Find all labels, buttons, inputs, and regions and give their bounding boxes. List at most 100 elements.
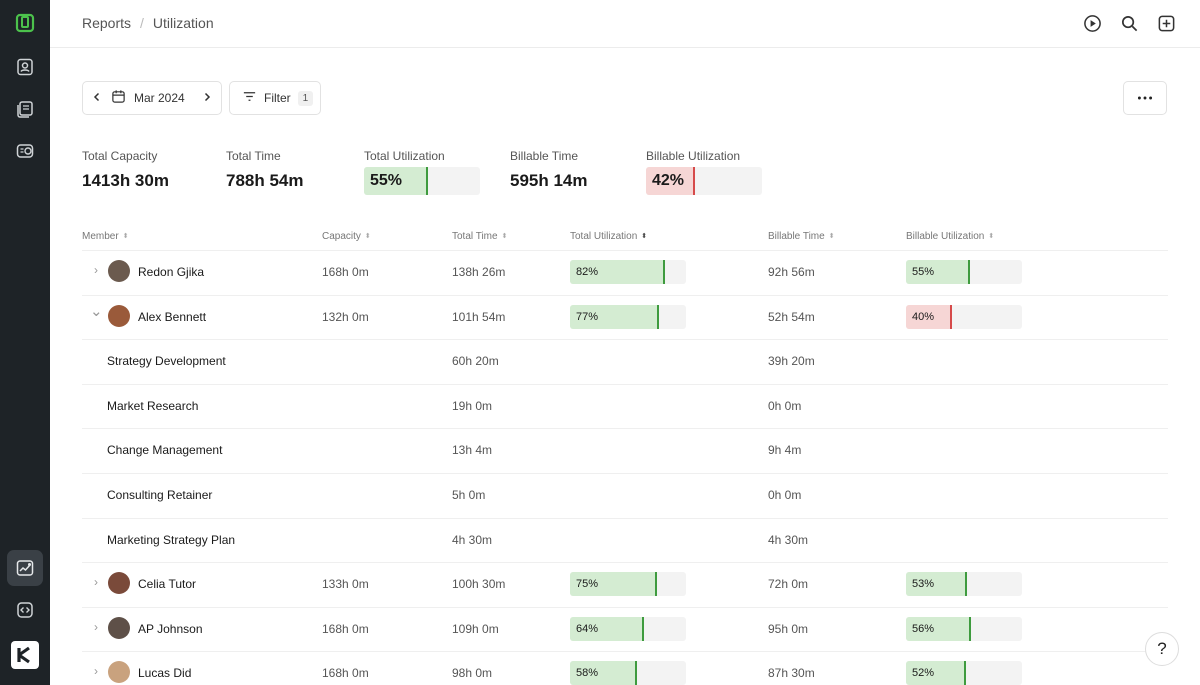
billable-utilization-bar: 52% (906, 661, 1022, 685)
total-utilization-bar: 75% (570, 572, 686, 596)
total-time-cell: 4h 30m (452, 533, 493, 547)
breadcrumb-separator: / (140, 15, 144, 31)
total-time-cell: 13h 4m (452, 443, 493, 457)
contacts-icon[interactable] (7, 49, 43, 85)
sidebar (0, 0, 50, 685)
time-tracking-icon[interactable] (7, 133, 43, 169)
row-divider (82, 562, 1168, 563)
billable-time-cell: 9h 4m (768, 443, 802, 457)
billable-utilization-bar: 40% (906, 305, 1022, 329)
utilization-value: 52% (912, 667, 935, 679)
total-time-cell: 5h 0m (452, 488, 486, 502)
utilization-value: 56% (912, 623, 935, 635)
sort-icon: ⬍ (122, 233, 129, 240)
project-name: Strategy Development (107, 354, 226, 368)
chevron-right-icon[interactable]: › (94, 263, 98, 277)
utilization-bar-fill (570, 572, 657, 596)
avatar (108, 617, 130, 639)
member-name: AP Johnson (138, 622, 203, 636)
brand-k-icon[interactable] (11, 641, 39, 669)
help-icon: ? (1157, 639, 1167, 658)
filter-label: Filter (264, 91, 291, 105)
member-row[interactable]: › Celia Tutor 133h 0m 100h 30m 75% 72h 0m 53% (82, 562, 1168, 606)
utilization-bar: 42% (646, 167, 762, 195)
capacity-cell: 168h 0m (322, 265, 369, 279)
column-header-member[interactable]: Member ⬍ (82, 231, 129, 242)
billable-time-cell: 0h 0m (768, 399, 802, 413)
member-row[interactable]: ⌄ Alex Bennett 132h 0m 101h 54m 77% 52h 54m 40… (82, 295, 1168, 339)
utilization-value: 75% (576, 578, 599, 590)
column-header-billable-time[interactable]: Billable Time ⬍ (768, 231, 835, 242)
billable-utilization-bar: 53% (906, 572, 1022, 596)
row-divider (82, 250, 1168, 251)
more-options-button[interactable] (1123, 81, 1167, 115)
month-picker: Mar 2024 (82, 81, 222, 115)
column-header-total-utilization[interactable]: Total Utilization ⬍ (570, 231, 647, 242)
member-name: Redon Gjika (138, 265, 205, 279)
summary-value: 788h 54m (226, 171, 304, 190)
summary-label: Total Utilization (364, 149, 445, 163)
column-header-billable-utilization[interactable]: Billable Utilization ⬍ (906, 231, 994, 242)
utilization-bar: 55% (364, 167, 480, 195)
member-row[interactable]: › Lucas Did 168h 0m 98h 0m 58% 87h 30m 52% (82, 651, 1168, 685)
chevron-right-icon[interactable]: › (94, 620, 98, 634)
calendar-icon (111, 89, 126, 107)
summary-total-capacity: Total Capacity 1413h 30m (82, 149, 169, 191)
sort-icon: ⬍ (988, 233, 995, 240)
column-header-capacity[interactable]: Capacity ⬍ (322, 231, 371, 242)
summary-label: Billable Time (510, 149, 579, 163)
project-row[interactable]: Marketing Strategy Plan 4h 30m 4h 30m (82, 518, 1168, 562)
row-divider (82, 295, 1168, 296)
billable-time-cell: 4h 30m (768, 533, 809, 547)
sort-icon: ⬍ (828, 233, 835, 240)
billable-time-cell: 92h 56m (768, 265, 815, 279)
play-icon[interactable] (1081, 12, 1104, 35)
breadcrumb-reports[interactable]: Reports (82, 15, 132, 31)
topbar: Reports / Utilization (50, 0, 1200, 48)
filter-button[interactable]: Filter 1 (229, 81, 321, 115)
utilization-value: 53% (912, 578, 935, 590)
billable-time-cell: 72h 0m (768, 577, 809, 591)
row-divider (82, 473, 1168, 474)
project-row[interactable]: Consulting Retainer 5h 0m 0h 0m (82, 473, 1168, 517)
member-name: Lucas Did (138, 666, 192, 680)
utilization-value: 58% (576, 667, 599, 679)
total-time-cell: 109h 0m (452, 622, 499, 636)
chevron-right-icon[interactable] (201, 91, 213, 106)
month-label[interactable]: Mar 2024 (134, 91, 185, 105)
column-header-label: Billable Utilization (906, 231, 985, 242)
capacity-cell: 168h 0m (322, 622, 369, 636)
billable-time-cell: 87h 30m (768, 666, 815, 680)
column-header-total-time[interactable]: Total Time ⬍ (452, 231, 507, 242)
avatar (108, 305, 130, 327)
search-icon[interactable] (1118, 12, 1141, 35)
integrations-icon[interactable] (7, 592, 43, 628)
member-row[interactable]: › Redon Gjika 168h 0m 138h 26m 82% 92h 56m 55% (82, 250, 1168, 294)
project-name: Consulting Retainer (107, 488, 213, 502)
chevron-down-icon[interactable]: ⌄ (90, 303, 103, 320)
chevron-right-icon[interactable]: › (94, 575, 98, 589)
documents-icon[interactable] (7, 91, 43, 127)
project-row[interactable]: Strategy Development 60h 20m 39h 20m (82, 339, 1168, 383)
total-time-cell: 60h 20m (452, 354, 499, 368)
total-time-cell: 101h 54m (452, 310, 506, 324)
member-row[interactable]: › AP Johnson 168h 0m 109h 0m 64% 95h 0m 56% (82, 607, 1168, 651)
summary-label: Billable Utilization (646, 149, 741, 163)
chevron-right-icon[interactable]: › (94, 664, 98, 678)
avatar (108, 661, 130, 683)
project-row[interactable]: Change Management 13h 4m 9h 4m (82, 428, 1168, 472)
project-name: Marketing Strategy Plan (107, 533, 236, 547)
app-logo-icon[interactable] (7, 5, 43, 41)
summary-total-time: Total Time 788h 54m (226, 149, 304, 191)
chevron-left-icon[interactable] (91, 91, 103, 106)
help-button[interactable]: ? (1145, 632, 1179, 666)
filter-icon (242, 89, 257, 107)
total-time-cell: 138h 26m (452, 265, 506, 279)
column-header-label: Member (82, 231, 119, 242)
summary-total-utilization: Total Utilization 55% (364, 149, 480, 195)
add-icon[interactable] (1155, 12, 1178, 35)
utilization-bar-fill (906, 661, 966, 685)
reports-chart-icon[interactable] (7, 550, 43, 586)
utilization-value: 64% (576, 623, 599, 635)
project-row[interactable]: Market Research 19h 0m 0h 0m (82, 384, 1168, 428)
